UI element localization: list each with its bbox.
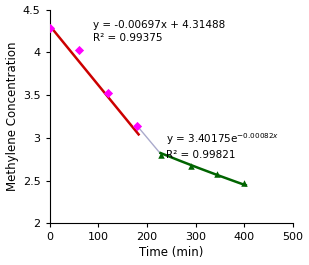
Text: y = 3.40175e$^{-0.00082x}$
R² = 0.99821: y = 3.40175e$^{-0.00082x}$ R² = 0.99821 [166, 131, 280, 160]
Point [47, 26, 52, 30]
Point [159, 153, 164, 157]
Point [188, 164, 193, 168]
Y-axis label: Methylene Concentration: Methylene Concentration [6, 42, 19, 191]
Point [105, 91, 110, 95]
Point [76, 48, 81, 52]
Text: y = -0.00697x + 4.31488
R² = 0.99375: y = -0.00697x + 4.31488 R² = 0.99375 [93, 20, 226, 43]
Point [242, 181, 247, 185]
Point [135, 124, 140, 128]
X-axis label: Time (min): Time (min) [139, 246, 203, 259]
Point [215, 171, 220, 176]
